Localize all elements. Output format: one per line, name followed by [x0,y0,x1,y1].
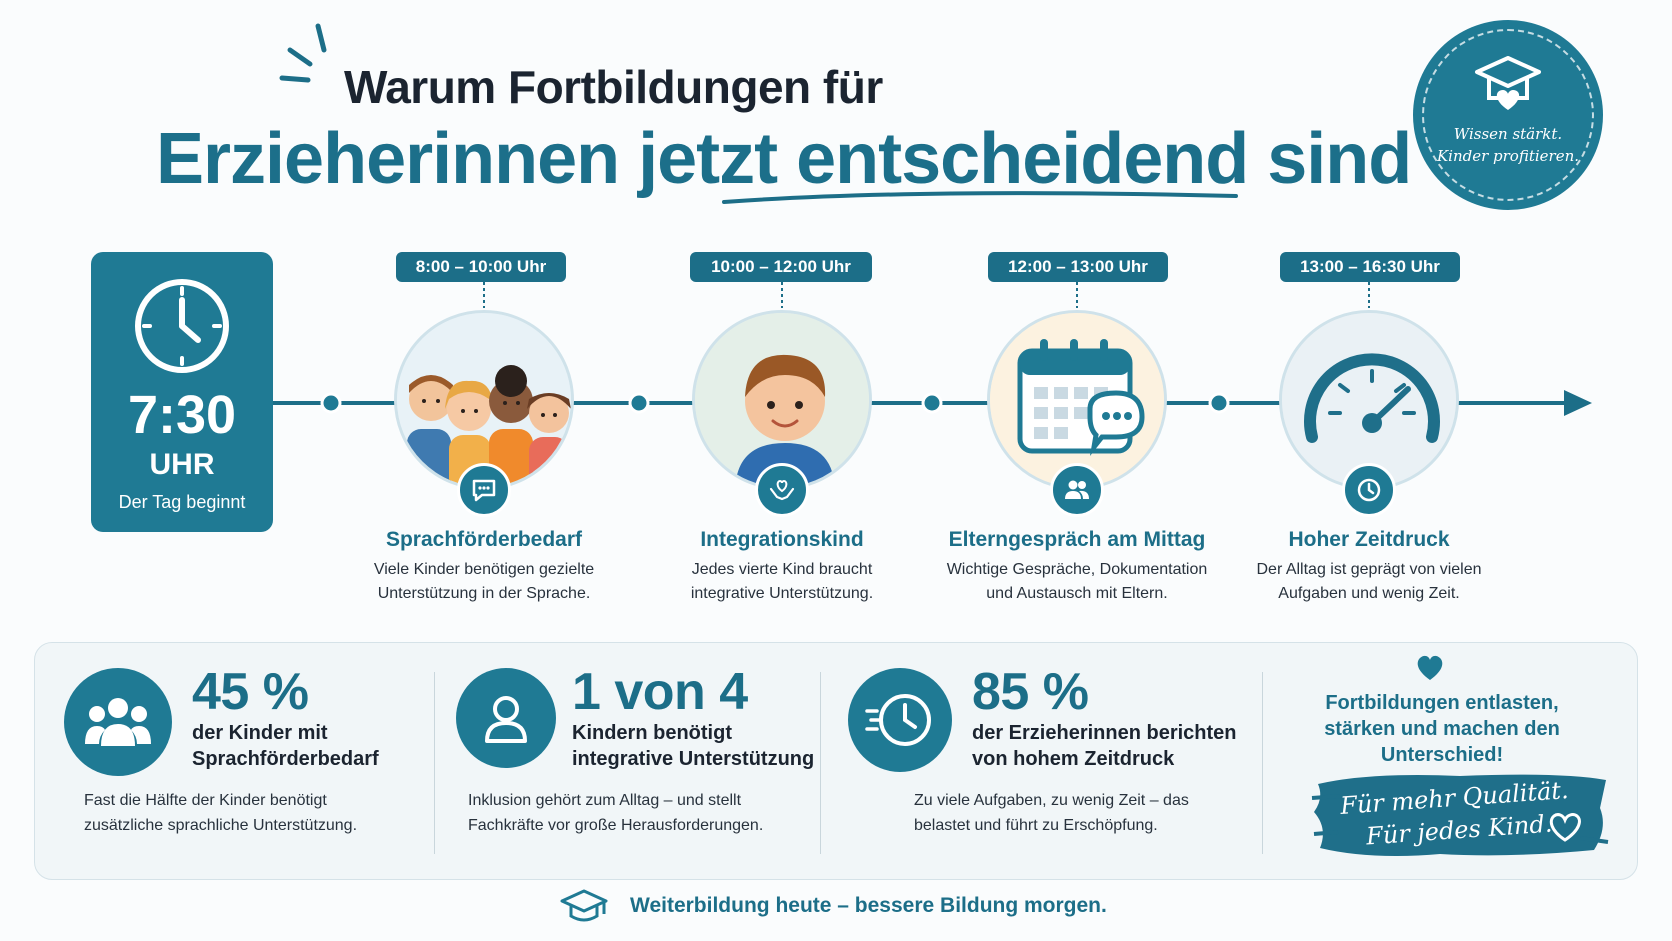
stat-value: 85 % [972,663,1089,721]
stat-desc-line2: belastet und führt zu Erschöpfung. [914,817,1158,834]
time-pill: 13:00 – 16:30 Uhr [1280,252,1460,282]
time-pill: 12:00 – 13:00 Uhr [988,252,1168,282]
fast-clock-icon [848,668,952,772]
brush-stroke-banner [1311,774,1609,856]
step-desc-line2: und Austausch mit Eltern. [986,585,1168,602]
step-desc-line1: Wichtige Gespräche, Dokumentation [946,561,1208,578]
badge: Wissen stärkt. Kinder profitieren. [1413,20,1603,210]
badge-line1: Wissen stärkt. [1453,125,1563,143]
stat-desc-line1: Zu viele Aufgaben, zu wenig Zeit – das [914,792,1189,809]
speedometer-illustration [1279,310,1459,490]
step-title: Hoher Zeitdruck [1288,528,1450,551]
promo-line2: stärken und machen den [1324,718,1560,740]
step-desc-line2: Unterstützung in der Sprache. [377,585,591,602]
divider [1262,672,1263,854]
children-illustration [394,310,574,490]
stat-desc-line2: Fachkräfte vor große Herausforderungen. [468,817,764,834]
badge-line2: Kinder profitieren. [1436,147,1580,165]
step-desc-line1: Jedes vierte Kind braucht [691,561,873,578]
calendar-illustration [987,310,1167,490]
graduation-cap-heart-icon [1475,56,1541,110]
step-desc-line1: Der Alltag ist geprägt von vielen [1256,561,1482,578]
promo-line3: Unterschied! [1380,744,1504,766]
step-desc-line2: integrative Unterstützung. [690,585,874,602]
person-icon [456,668,556,768]
step-title: Integrationskind [700,528,864,551]
stat-label-line2: von hohem Zeitdruck [972,748,1175,770]
heart-outline-icon [1549,813,1581,842]
stat-label-line2: Sprachförderbedarf [192,748,379,770]
promo-line1: Fortbildungen entlasten, [1325,692,1559,714]
stat-label-line2: integrative Unterstützung [572,748,815,770]
step-title: Elterngespräch am Mittag [948,528,1206,551]
graduation-cap-icon [560,889,608,922]
start-time: 7:30 [127,385,237,445]
divider [434,672,435,854]
start-unit: UHR [149,448,215,481]
page-title-line2: Erzieherinnen jetzt entscheidend sind [156,119,1412,199]
stat-value: 45 % [192,663,309,721]
page-title-line1: Warum Fortbildungen für [344,61,883,113]
time-pill: 8:00 – 10:00 Uhr [396,252,566,282]
clock-icon [135,279,229,373]
stat-label-line1: der Kinder mit [192,722,328,744]
heart-hands-icon [755,463,809,517]
stat-label-line1: Kindern benötigt [572,722,732,744]
group-icon [64,668,172,776]
time-pill: 10:00 – 12:00 Uhr [690,252,872,282]
accent-burst-icon [279,23,327,83]
step-desc-line1: Viele Kinder benötigen gezielte [373,561,595,578]
stat-desc-line2: zusätzliche sprachliche Unterstützung. [84,817,358,834]
stat-value: 1 von 4 [572,663,748,721]
stat-label-line1: der Erzieherinnen berichten [972,722,1237,744]
start-subtitle: Der Tag beginnt [118,492,246,512]
clock-icon [1342,463,1396,517]
child-illustration [692,310,872,490]
start-card: 7:30 UHR Der Tag beginnt [91,252,273,532]
divider [820,672,821,854]
title-underline [722,191,1238,204]
stat-desc-line1: Fast die Hälfte der Kinder benötigt [84,792,327,809]
step-desc-line2: Aufgaben und wenig Zeit. [1278,585,1460,602]
heart-icon [1417,655,1443,680]
step-title: Sprachförderbedarf [385,528,583,551]
footer-slogan: Weiterbildung heute – bessere Bildung mo… [630,894,1107,917]
stat-desc-line1: Inklusion gehört zum Alltag – und stellt [468,792,742,809]
people-icon [1050,463,1104,517]
speech-bubble-icon [457,463,511,517]
